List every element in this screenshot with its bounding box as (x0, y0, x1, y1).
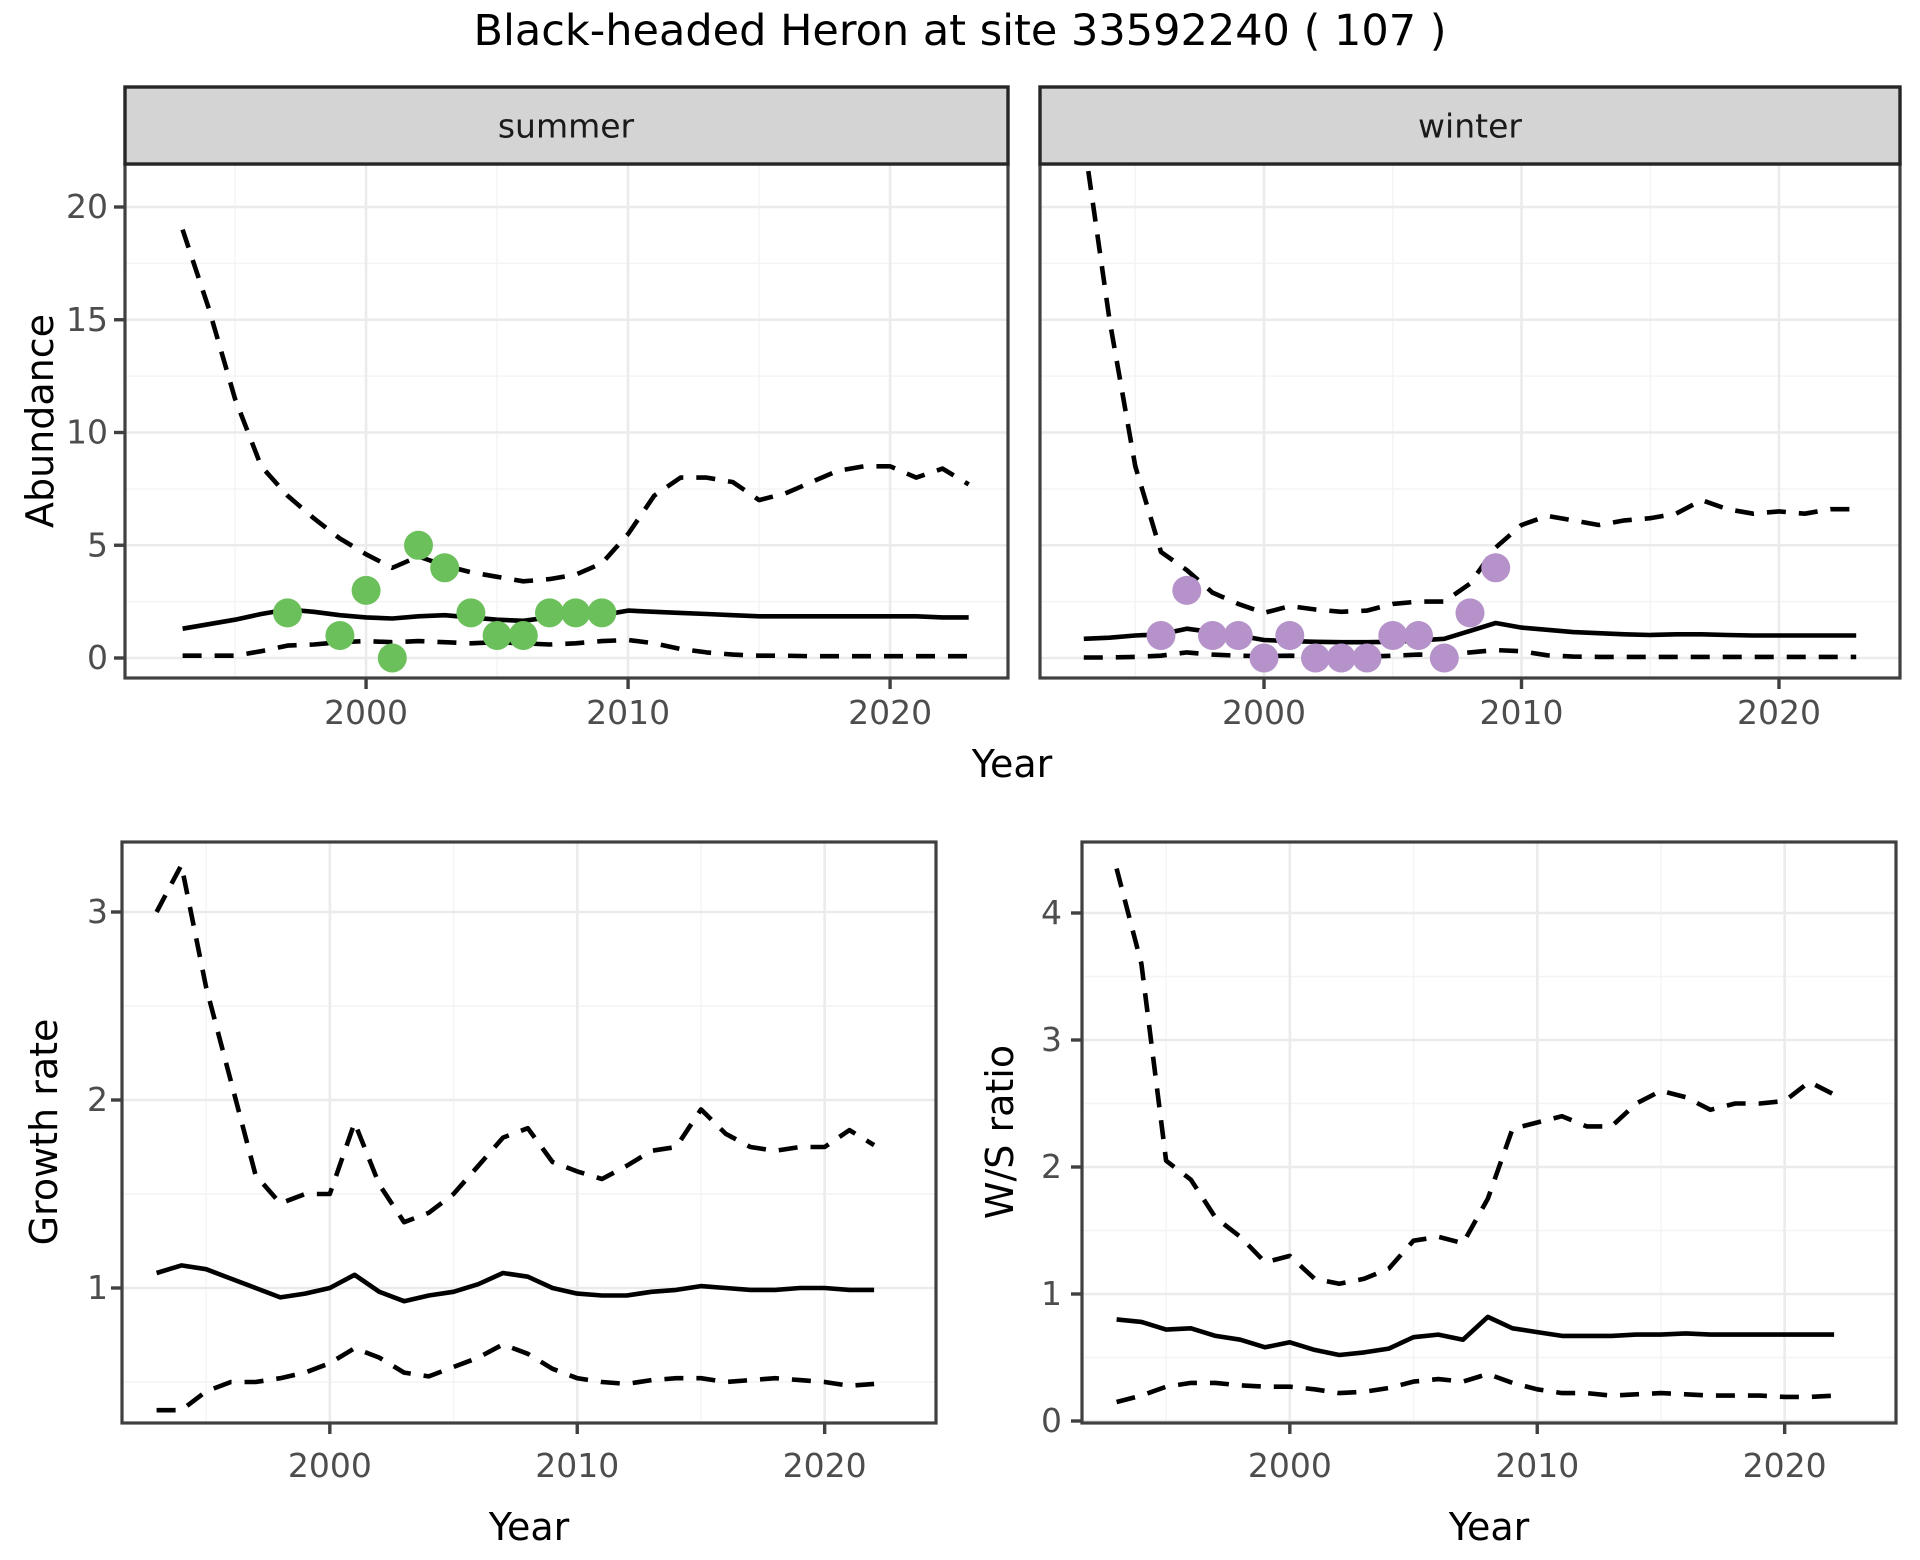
observed-counts-summer (456, 598, 486, 628)
y-tick-label: 15 (66, 300, 108, 339)
x-tick-label: 2010 (1480, 693, 1564, 732)
observed-counts-summer (377, 643, 407, 673)
abundance-summer-upper_ci-line (180, 228, 970, 584)
top-year-axis-title: Year (971, 742, 1053, 786)
observed-counts-winter (1326, 643, 1356, 673)
abundance-axis-title: Abundance (18, 313, 62, 529)
ws-ratio-panel-background (1082, 842, 1896, 1423)
x-tick-label: 2020 (848, 693, 932, 732)
ws-ratio-upper_ci-line (1114, 868, 1836, 1287)
observed-counts-winter (1378, 621, 1408, 650)
observed-counts-summer (535, 598, 564, 628)
x-tick-label: 2020 (783, 1446, 867, 1485)
observed-counts-winter (1249, 643, 1279, 673)
ws-ratio-median-line (1116, 1314, 1835, 1358)
y-tick-label: 0 (1041, 1401, 1062, 1440)
x-tick-label: 2000 (288, 1446, 372, 1485)
observed-counts-winter (1481, 553, 1511, 583)
abundance-summer-panel-background (125, 164, 1008, 678)
facet-strip-label-winter: winter (1418, 106, 1522, 146)
x-tick-label: 2020 (1737, 693, 1821, 732)
growth-rate-panel-border (120, 840, 938, 1425)
abundance-summer-facet-strip (123, 85, 1010, 166)
observed-counts-winter (1352, 643, 1382, 673)
observed-counts-winter (1301, 643, 1330, 673)
observed-counts-summer (508, 621, 538, 650)
growth-year-axis-title: Year (488, 1505, 570, 1549)
y-tick-label: 1 (1041, 1274, 1062, 1313)
y-tick-label: 0 (87, 638, 108, 677)
x-tick-label: 2000 (324, 693, 408, 732)
observed-counts-summer (351, 575, 381, 605)
y-tick-label: 20 (66, 187, 108, 226)
x-tick-label: 2000 (1222, 693, 1306, 732)
y-tick-label: 3 (87, 892, 108, 931)
facet-strip-label-summer: summer (497, 106, 635, 146)
y-tick-label: 1 (87, 1268, 108, 1307)
observed-counts-winter (1275, 621, 1305, 650)
abundance-summer-lower_ci-line (182, 637, 969, 659)
observed-counts-winter (1455, 598, 1485, 628)
y-tick-label: 2 (87, 1080, 108, 1119)
y-tick-label: 10 (66, 413, 108, 452)
observed-counts-winter (1404, 621, 1433, 650)
observed-counts-summer (561, 598, 591, 628)
x-tick-label: 2010 (1495, 1446, 1579, 1485)
y-tick-label: 5 (87, 525, 108, 564)
growth-rate-lower_ci-line (156, 1342, 875, 1413)
chart-title: Black-headed Heron at site 33592240 ( 10… (473, 6, 1447, 56)
growth-rate-median-line (155, 1263, 875, 1304)
growth-rate-upper_ci-line (154, 862, 876, 1225)
ws-ratio-lower_ci-line (1116, 1371, 1835, 1405)
observed-counts-winter (1198, 621, 1227, 650)
x-tick-label: 2010 (586, 693, 670, 732)
growth-rate-axis-title: Growth rate (22, 1018, 66, 1246)
abundance-winter-facet-strip (1038, 85, 1902, 166)
ws-ratio-panel-border (1080, 840, 1898, 1425)
y-tick-label: 4 (1041, 893, 1062, 932)
x-tick-label: 2010 (535, 1446, 619, 1485)
x-tick-label: 2020 (1743, 1446, 1827, 1485)
observed-counts-summer (430, 553, 460, 583)
abundance-winter-upper_ci-line (1084, 164, 1857, 616)
x-tick-label: 2000 (1248, 1446, 1332, 1485)
observed-counts-winter (1146, 621, 1176, 650)
observed-counts-summer (587, 598, 617, 628)
abundance-winter-lower_ci-line (1083, 647, 1857, 660)
ws-year-axis-title: Year (1448, 1505, 1530, 1549)
observed-counts-summer (325, 621, 355, 650)
y-tick-label: 3 (1041, 1020, 1062, 1059)
observed-counts-summer (273, 598, 302, 628)
y-tick-label: 2 (1041, 1147, 1062, 1186)
observed-counts-winter (1429, 643, 1459, 673)
observed-counts-summer (482, 621, 512, 650)
observed-counts-summer (404, 530, 433, 560)
observed-counts-winter (1223, 621, 1253, 650)
observed-counts-winter (1172, 575, 1202, 605)
ws-ratio-axis-title: W/S ratio (978, 1044, 1022, 1220)
